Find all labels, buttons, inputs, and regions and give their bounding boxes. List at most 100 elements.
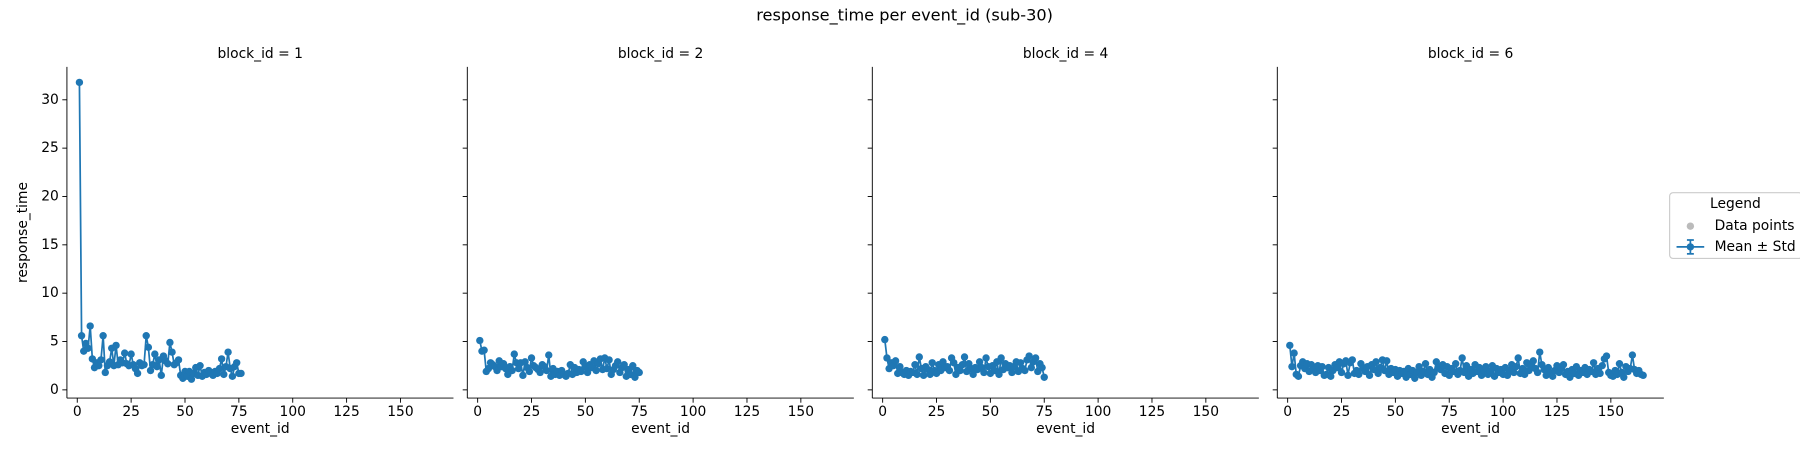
mean-point (1432, 358, 1441, 366)
mean-point (77, 332, 86, 340)
facet-title: block_id = 6 (1428, 46, 1513, 62)
mean-point (1374, 369, 1382, 378)
mean-point (1598, 361, 1606, 370)
x-tick-label: 0 (473, 404, 482, 420)
mean-point (1615, 360, 1624, 368)
mean-point (1602, 352, 1611, 360)
mean-point (151, 350, 159, 358)
mean-point (635, 368, 643, 377)
mean-point (1628, 351, 1637, 359)
mean-point (605, 356, 613, 364)
mean-point (1430, 368, 1438, 377)
mean-point (1383, 357, 1391, 365)
mean-point (1533, 368, 1542, 377)
mean-point (1486, 367, 1494, 376)
x-tick-label: 125 (1544, 404, 1570, 420)
mean-point (629, 361, 637, 370)
mean-point (133, 369, 142, 378)
mean-point (1452, 360, 1460, 368)
mean-point (997, 354, 1005, 362)
mean-point (1529, 357, 1537, 365)
x-axis-label: event_id (231, 421, 290, 437)
x-tick-label: 100 (280, 404, 306, 420)
mean-point (939, 358, 947, 366)
x-tick-label: 100 (1085, 404, 1111, 420)
mean-point (224, 348, 232, 356)
mean-point (975, 358, 984, 366)
x-tick-label: 50 (1387, 404, 1405, 420)
x-axis-label: event_id (1441, 421, 1500, 437)
mean-point (144, 343, 153, 352)
x-tick-label: 25 (928, 404, 946, 420)
mean-point (142, 332, 150, 340)
mean-point (476, 336, 484, 345)
mean-point (1031, 354, 1040, 362)
x-tick-label: 25 (1333, 404, 1351, 420)
mean-point (1290, 349, 1298, 357)
mean-point (592, 366, 600, 375)
mean-point (99, 332, 107, 340)
x-tick-label: 0 (1283, 404, 1292, 420)
mean-point (1333, 363, 1341, 372)
x-tick-label: 75 (1440, 404, 1458, 420)
mean-point (1548, 372, 1557, 381)
mean-point (913, 370, 921, 379)
mean-point (1512, 362, 1520, 371)
mean-point (1318, 362, 1326, 371)
mean-point (527, 354, 536, 362)
mean-point (101, 368, 109, 377)
mean-point (1355, 370, 1363, 379)
x-tick-label: 50 (982, 404, 1000, 420)
mean-point (1040, 373, 1048, 381)
mean-point (915, 353, 923, 361)
mean-point (542, 366, 551, 375)
mean-point (1514, 354, 1522, 362)
x-tick-label: 75 (630, 404, 648, 420)
mean-point (881, 335, 889, 344)
x-tick-label: 100 (1490, 404, 1516, 420)
mean-point (233, 359, 241, 367)
mean-point (614, 358, 622, 366)
mean-point (140, 361, 148, 369)
mean-point (1372, 358, 1380, 366)
mean-point (228, 372, 237, 381)
mean-point (1294, 372, 1303, 381)
mean-point (631, 373, 639, 381)
mean-point (545, 351, 553, 359)
mean-point (168, 348, 176, 356)
x-tick-label: 125 (1139, 404, 1165, 420)
mean-point (1016, 359, 1025, 367)
x-tick-label: 150 (1193, 404, 1219, 420)
mean-point (220, 370, 228, 379)
mean-point (1596, 369, 1604, 378)
mean-point (1482, 362, 1490, 371)
mean-point (919, 371, 928, 380)
y-axis-label: response_time (15, 182, 31, 283)
mean-point (217, 355, 226, 363)
mean-point (1286, 341, 1294, 350)
x-tick-label: 0 (878, 404, 887, 420)
y-tick-label: 0 (50, 382, 59, 398)
mean-point (86, 322, 94, 330)
mean-point (514, 364, 523, 373)
mean-point (174, 356, 183, 364)
facet-title: block_id = 2 (618, 46, 703, 62)
mean-point (1421, 360, 1430, 368)
mean-point (525, 367, 534, 376)
mean-point (521, 358, 529, 366)
mean-point (508, 366, 516, 375)
mean-point (95, 361, 103, 370)
mean-point (97, 356, 105, 364)
x-tick-label: 150 (387, 404, 413, 420)
facet-title: block_id = 1 (217, 46, 302, 62)
mean-point (1536, 348, 1544, 356)
mean-point (84, 344, 92, 352)
mean-point (603, 364, 611, 373)
y-tick-label: 15 (41, 237, 59, 253)
mean-point (536, 368, 544, 377)
legend-label: Data points (1715, 218, 1795, 234)
mean-point (1025, 352, 1033, 360)
mean-point (1620, 373, 1628, 381)
mean-point (883, 354, 891, 362)
